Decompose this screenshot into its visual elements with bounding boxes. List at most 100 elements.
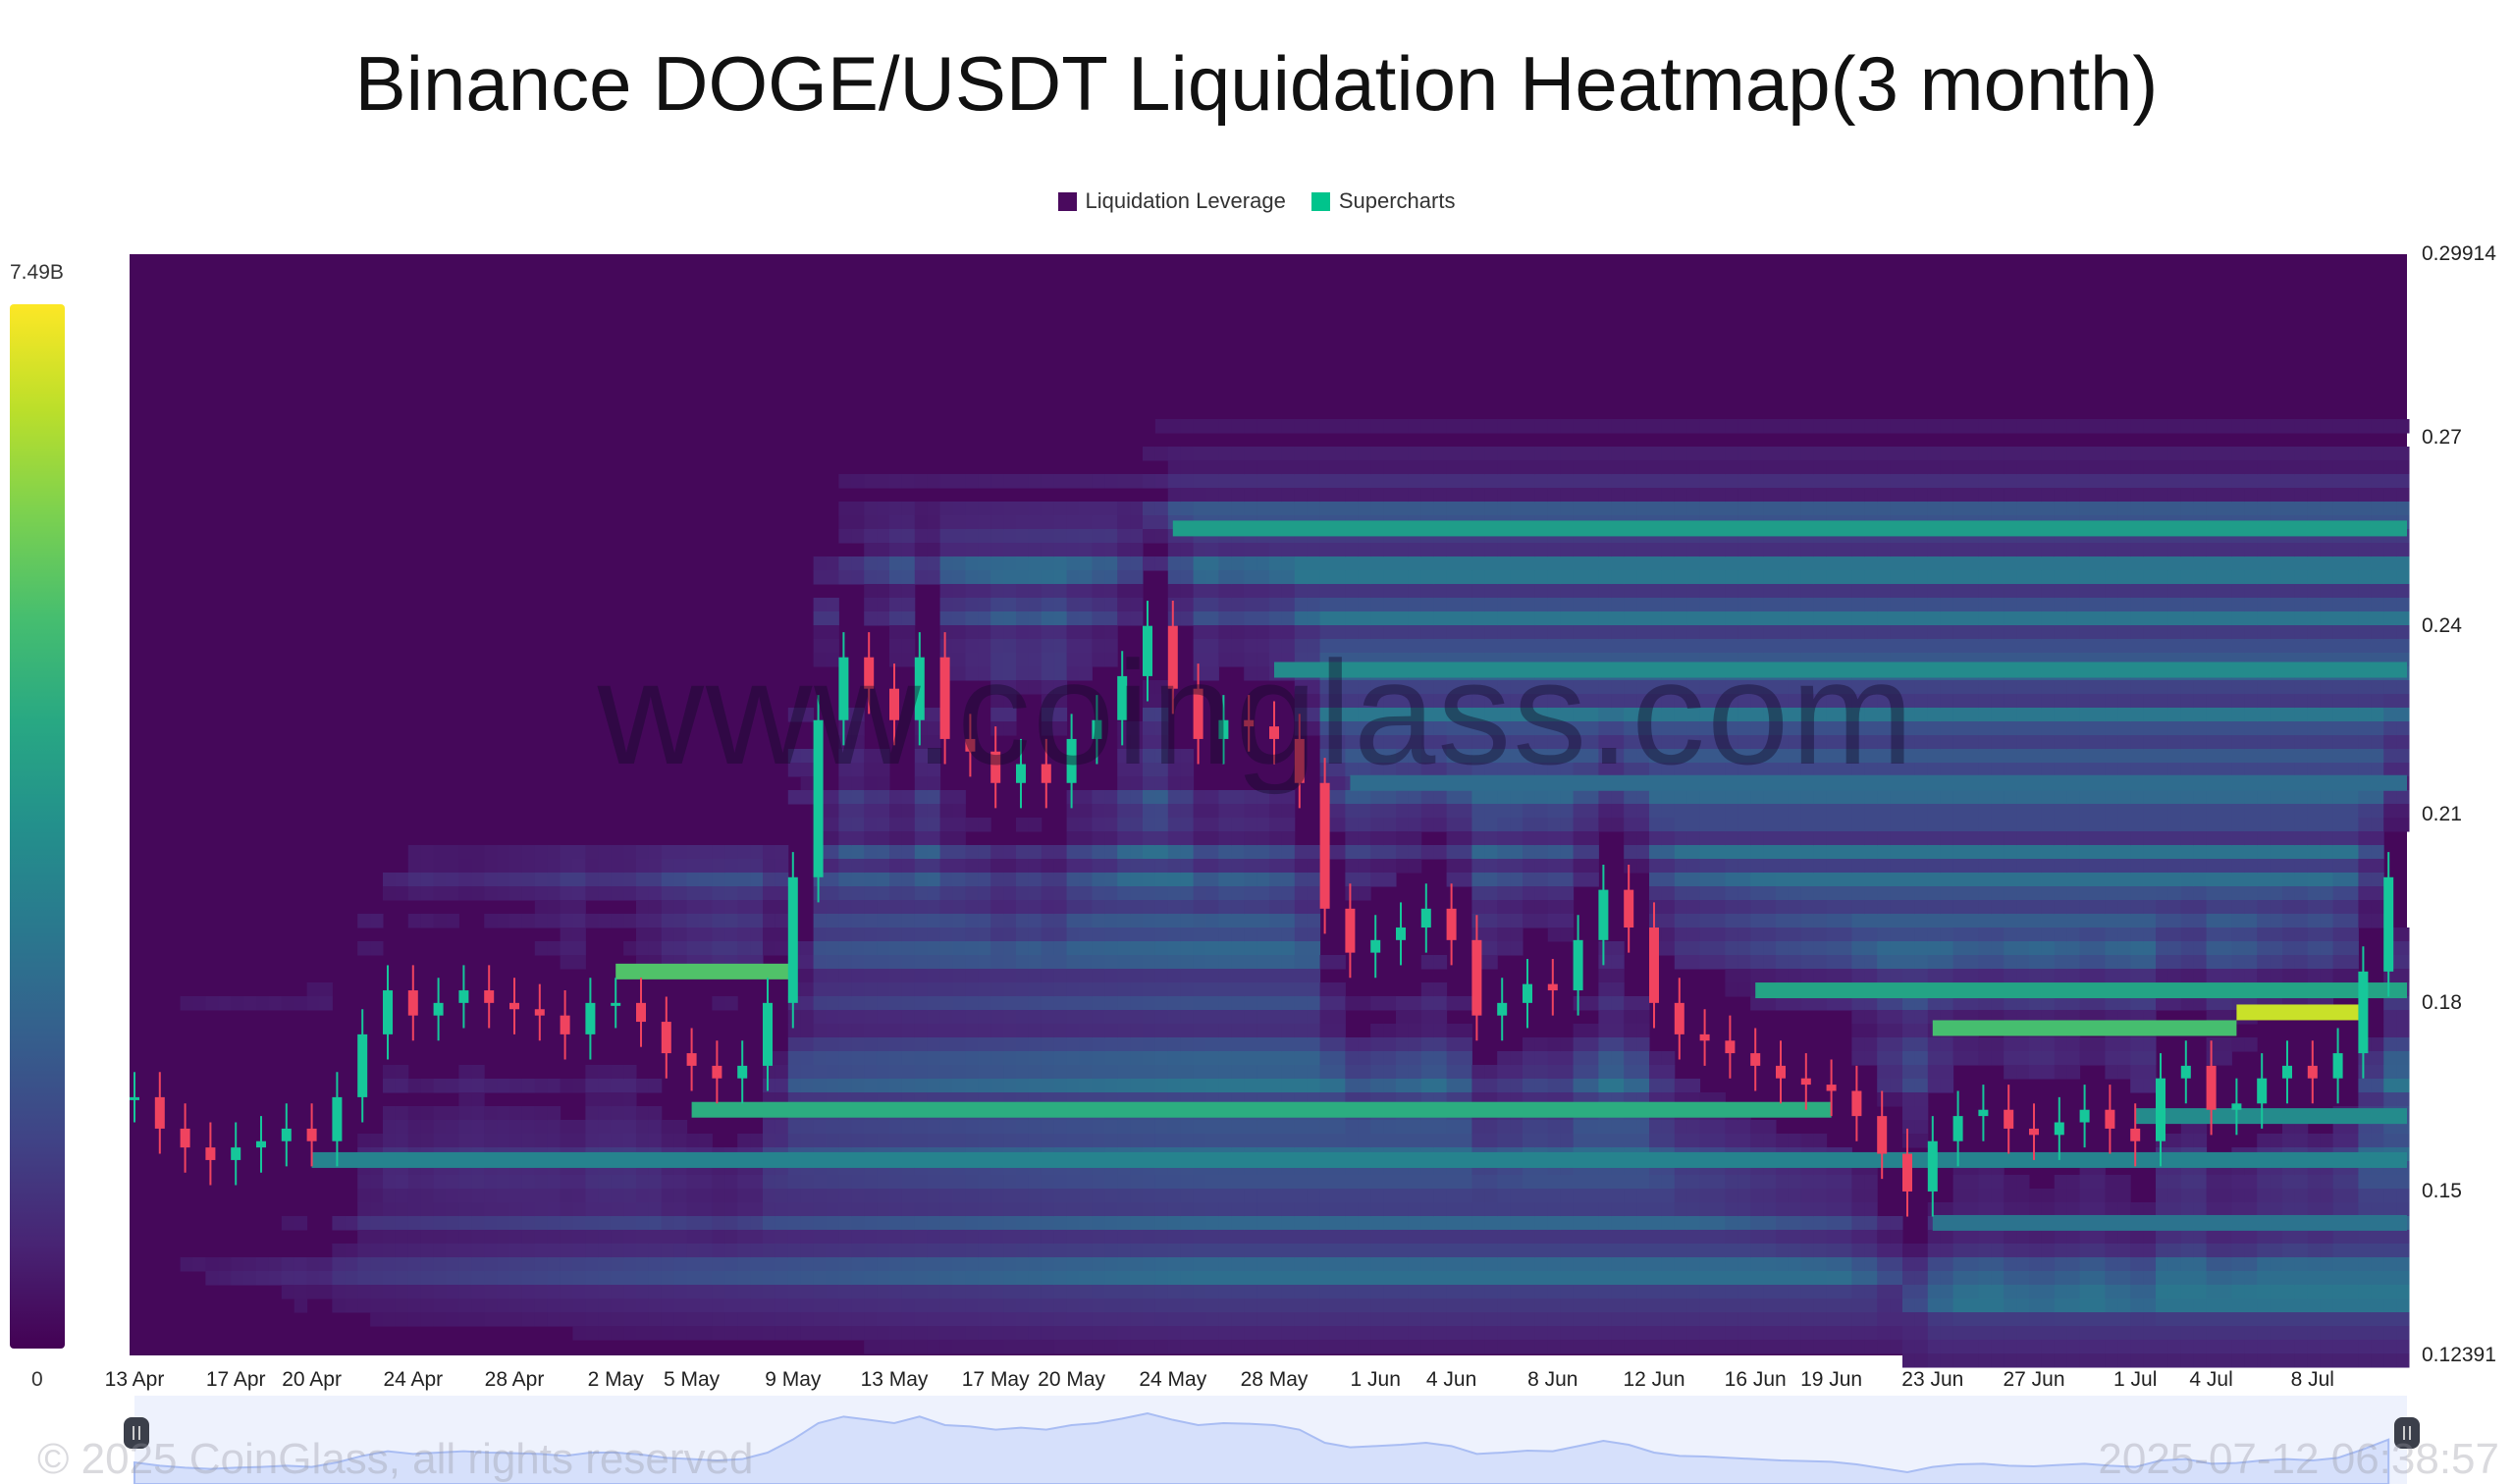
heatmap-cell bbox=[1003, 1024, 1017, 1038]
heatmap-cell bbox=[1143, 1051, 1156, 1066]
heatmap-cell bbox=[1636, 611, 1650, 626]
heatmap-cell bbox=[775, 845, 789, 860]
heatmap-cell bbox=[1180, 928, 1195, 942]
heatmap-cell bbox=[813, 982, 827, 997]
heatmap-cell bbox=[395, 1244, 409, 1258]
heatmap-cell bbox=[1345, 1271, 1359, 1286]
heatmap-cell bbox=[1332, 1079, 1346, 1093]
heatmap-cell bbox=[1307, 1312, 1321, 1327]
heatmap-cell bbox=[1624, 1010, 1637, 1025]
heatmap-cell bbox=[1143, 502, 1156, 516]
heatmap-cell bbox=[1560, 1216, 1575, 1231]
heatmap-cell bbox=[1624, 845, 1637, 860]
heatmap-cell bbox=[826, 1202, 839, 1217]
heatmap-cell bbox=[1117, 955, 1131, 970]
heatmap-cell bbox=[433, 1106, 447, 1121]
heatmap-cell bbox=[712, 928, 725, 942]
heatmap-cell bbox=[1547, 1257, 1562, 1272]
heatmap-cell bbox=[1686, 447, 1701, 461]
heatmap-cell bbox=[864, 886, 878, 901]
heatmap-cell bbox=[851, 1051, 865, 1066]
heatmap-cell bbox=[1143, 955, 1156, 970]
heatmap-cell bbox=[1332, 611, 1346, 626]
heatmap-cell bbox=[1053, 1065, 1068, 1080]
heatmap-cell bbox=[1079, 859, 1093, 874]
heatmap-cell bbox=[889, 1271, 903, 1286]
heatmap-cell bbox=[826, 969, 839, 983]
heatmap-cell bbox=[901, 1244, 916, 1258]
heatmap-cell bbox=[1244, 570, 1257, 585]
heatmap-cell bbox=[763, 873, 776, 887]
heatmap-cell bbox=[1117, 1051, 1131, 1066]
heatmap-cell bbox=[1560, 1202, 1575, 1217]
heatmap-cell bbox=[1041, 1051, 1055, 1066]
heatmap-cell bbox=[1143, 1271, 1156, 1286]
heatmap-cell bbox=[826, 1189, 839, 1203]
heatmap-cell bbox=[914, 845, 929, 860]
heatmap-cell bbox=[1256, 886, 1270, 901]
heatmap-cell bbox=[1130, 1010, 1144, 1025]
heatmap-cell bbox=[1560, 543, 1575, 557]
heatmap-cell bbox=[1041, 1010, 1055, 1025]
heatmap-cell bbox=[1193, 969, 1206, 983]
heatmap-cell bbox=[1256, 598, 1270, 612]
heatmap-cell bbox=[1244, 900, 1257, 915]
heatmap-cell bbox=[889, 625, 903, 640]
heatmap-cell bbox=[800, 1202, 815, 1217]
heatmap-cell bbox=[914, 1120, 929, 1135]
heatmap-cell bbox=[1497, 873, 1511, 887]
heatmap-cell bbox=[673, 1257, 688, 1272]
heatmap-cell bbox=[1585, 721, 1599, 736]
heatmap-cell bbox=[901, 873, 916, 887]
heatmap-cell bbox=[737, 1298, 751, 1313]
heatmap-cell bbox=[1358, 1051, 1371, 1066]
heatmap-cell bbox=[1180, 982, 1195, 997]
heatmap-cell bbox=[1332, 1216, 1346, 1231]
heatmap-cell bbox=[787, 1216, 802, 1231]
heatmap-cell bbox=[547, 1189, 561, 1203]
heatmap-cell bbox=[1383, 721, 1397, 736]
heatmap-cell bbox=[1497, 598, 1511, 612]
heatmap-cell bbox=[990, 941, 1004, 956]
heatmap-cell bbox=[1420, 625, 1435, 640]
heatmap-cell bbox=[1560, 790, 1575, 805]
heatmap-cell bbox=[939, 996, 953, 1011]
heatmap-cell bbox=[1307, 584, 1321, 599]
heatmap-cell bbox=[1383, 611, 1397, 626]
heatmap-cell bbox=[1624, 694, 1637, 709]
heatmap-cell bbox=[1624, 556, 1637, 571]
heatmap-cell bbox=[901, 1037, 916, 1052]
heatmap-cell bbox=[1433, 804, 1448, 819]
heatmap-cell bbox=[661, 1312, 675, 1327]
heatmap-cell bbox=[838, 982, 852, 997]
heatmap-cell bbox=[673, 845, 688, 860]
heatmap-cell bbox=[1484, 460, 1498, 475]
heatmap-cell bbox=[1674, 914, 1688, 928]
heatmap-cell bbox=[1573, 1312, 1586, 1327]
heatmap-cell bbox=[1420, 1051, 1435, 1066]
heatmap-cell bbox=[712, 1257, 725, 1272]
legend-item-liquidation-leverage[interactable]: Liquidation Leverage bbox=[1057, 188, 1286, 214]
heatmap-cell bbox=[383, 1271, 397, 1286]
heatmap-cell bbox=[990, 584, 1004, 599]
heatmap-cell bbox=[813, 611, 827, 626]
heatmap-cell bbox=[1256, 1079, 1270, 1093]
legend-item-supercharts[interactable]: Supercharts bbox=[1310, 188, 1455, 214]
heatmap-cell bbox=[1598, 1257, 1612, 1272]
heatmap-cell bbox=[1585, 1285, 1599, 1299]
heatmap-cell bbox=[1699, 941, 1713, 956]
heatmap-cell bbox=[990, 666, 1004, 681]
heatmap-cell bbox=[838, 735, 852, 750]
heatmap-cell bbox=[1066, 1230, 1080, 1245]
heatmap-cell bbox=[1686, 1271, 1701, 1286]
heatmap-cell bbox=[1585, 1189, 1599, 1203]
heatmap-cell bbox=[370, 1271, 384, 1286]
heatmap-cell bbox=[1244, 1010, 1257, 1025]
heatmap-cell bbox=[1686, 941, 1701, 956]
heatmap-cell bbox=[1547, 1312, 1562, 1327]
heatmap-cell bbox=[864, 1065, 878, 1080]
heatmap-cell bbox=[1611, 1010, 1625, 1025]
heatmap-cell bbox=[1510, 419, 1524, 434]
heatmap-cell bbox=[1510, 928, 1524, 942]
heatmap-cell bbox=[990, 1189, 1004, 1203]
